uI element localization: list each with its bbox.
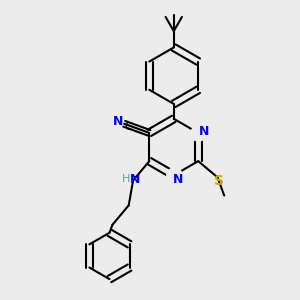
- Text: N: N: [112, 115, 123, 128]
- Text: N: N: [173, 173, 183, 186]
- Text: N: N: [198, 125, 209, 138]
- Text: H: H: [122, 174, 131, 184]
- Text: S: S: [214, 174, 224, 188]
- Text: C: C: [125, 122, 133, 132]
- Text: N: N: [129, 172, 140, 185]
